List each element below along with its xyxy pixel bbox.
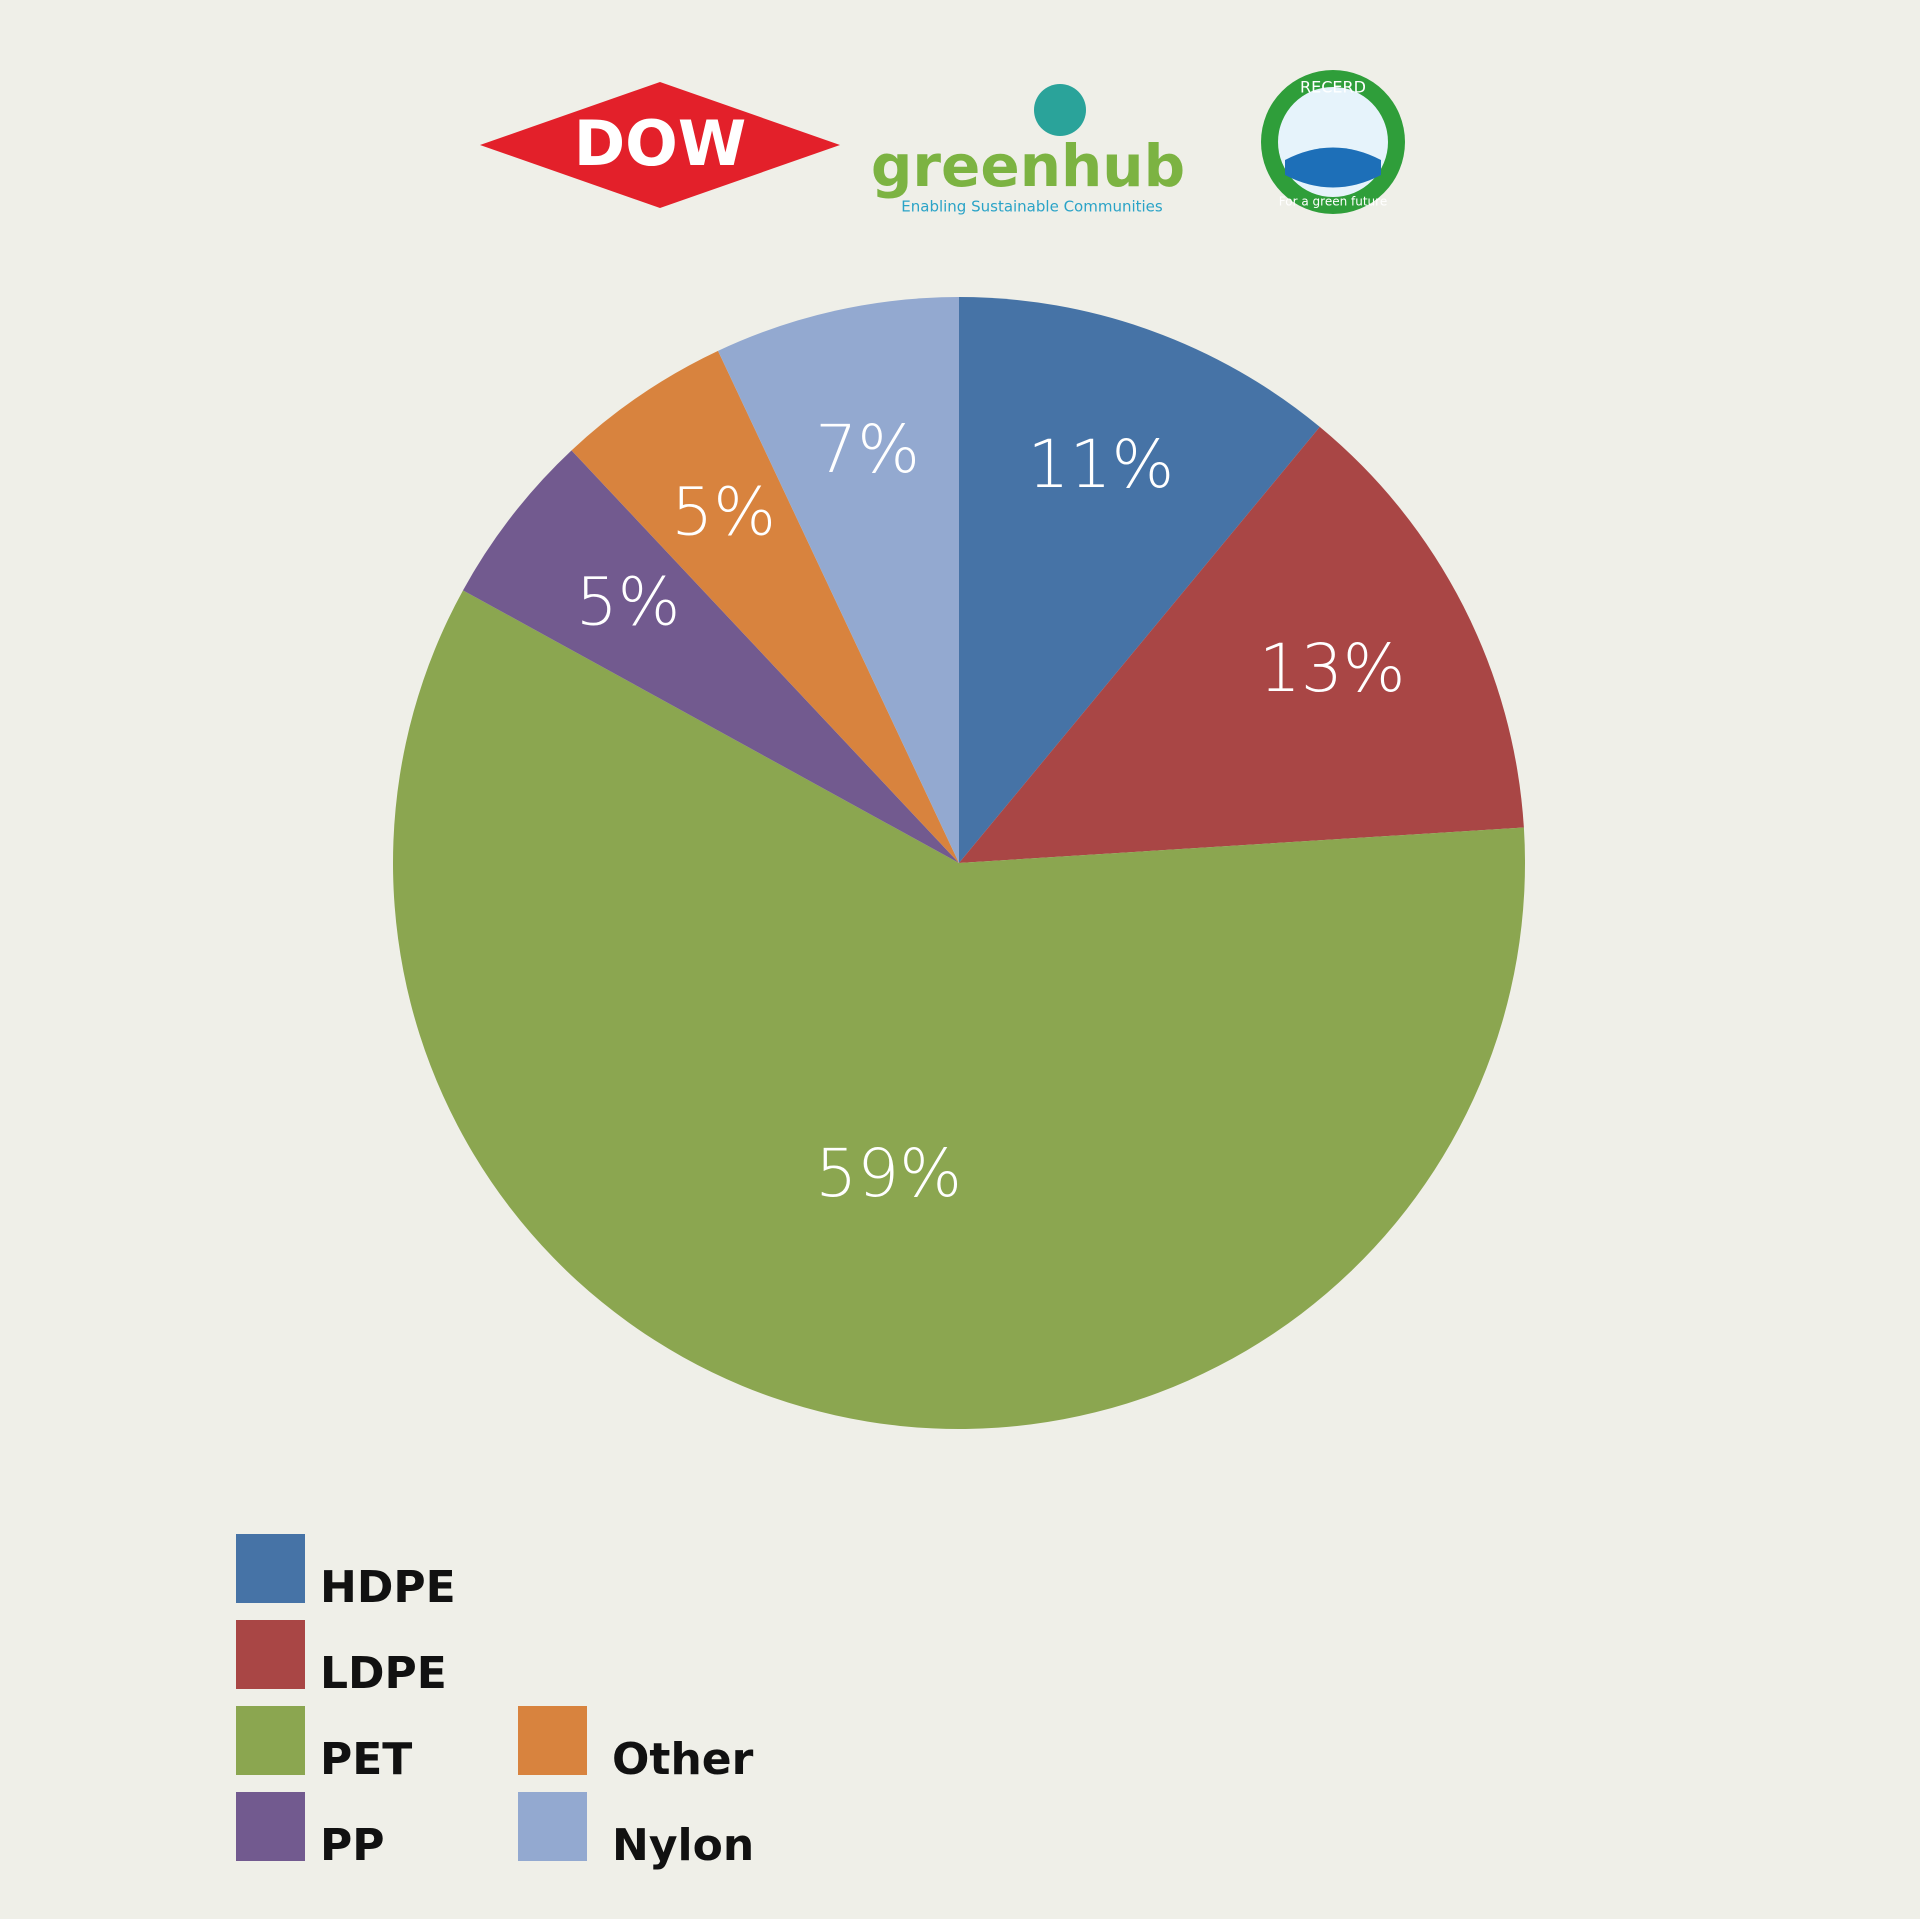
pie-slice — [393, 590, 1526, 1429]
recerd-tagline: For a green future — [1279, 195, 1387, 209]
dow-text: DOW — [574, 107, 747, 180]
greenhub-leaf — [1034, 84, 1086, 136]
value-label: 5% — [576, 563, 681, 640]
pie-slice — [959, 297, 1320, 863]
legend-label: LDPE — [320, 1648, 447, 1699]
pie-slice — [571, 350, 959, 863]
legend-label: HDPE — [320, 1562, 456, 1613]
value-label: 11% — [1028, 426, 1175, 503]
logo-greenhub: greenhub Enabling Sustainable Communitie… — [871, 84, 1185, 216]
pie-slice — [959, 426, 1524, 863]
logo-dow: DOW — [480, 82, 840, 208]
value-label: 59% — [815, 1135, 962, 1212]
value-label: 5% — [671, 474, 776, 551]
legend-label: Nylon — [612, 1820, 754, 1871]
legend-swatch — [236, 1534, 305, 1603]
greenhub-text: greenhub — [871, 132, 1185, 200]
legend-label: PET — [320, 1734, 412, 1785]
pie-slice — [718, 297, 959, 863]
value-label: 13% — [1259, 630, 1406, 707]
legend-swatch — [236, 1620, 305, 1689]
dow-diamond — [480, 82, 840, 208]
legend-swatch — [236, 1706, 305, 1775]
legend-swatch — [518, 1706, 587, 1775]
legend-label: PP — [320, 1820, 385, 1871]
logo-recerd: RECERD For a green future — [1261, 70, 1405, 214]
legend-swatch — [236, 1792, 305, 1861]
recerd-text: RECERD — [1300, 78, 1366, 97]
value-label: 7% — [815, 411, 920, 488]
greenhub-tagline: Enabling Sustainable Communities — [901, 198, 1163, 216]
legend-label: Other — [612, 1734, 754, 1785]
pie-slice — [463, 450, 959, 863]
legend-swatch — [518, 1792, 587, 1861]
recerd-water — [1285, 147, 1381, 188]
